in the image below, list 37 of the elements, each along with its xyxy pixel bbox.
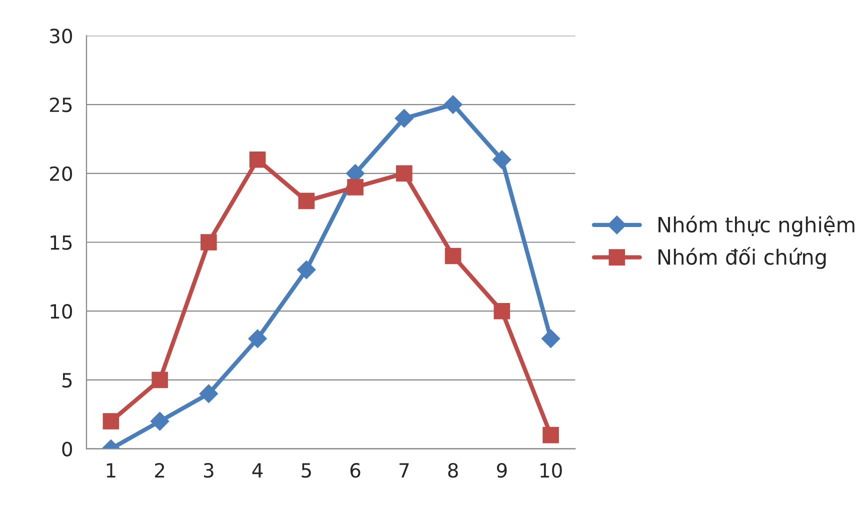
point	[298, 192, 315, 210]
point	[494, 302, 510, 320]
legend-label: Nhóm thực nghiệm	[658, 216, 854, 237]
y-tick-label: 25	[50, 98, 72, 112]
point	[492, 150, 512, 169]
x-tick-label: 10	[540, 463, 562, 478]
point	[199, 384, 218, 404]
point	[152, 372, 168, 388]
x-tick-label: 5	[302, 463, 311, 478]
x-tick-label: 7	[400, 463, 409, 478]
x-tick-label: 9	[496, 463, 507, 478]
point	[102, 413, 120, 430]
point	[248, 329, 267, 348]
y-tick-label: 0	[62, 442, 72, 456]
point	[541, 329, 560, 348]
x-tick-label: 4	[252, 463, 263, 478]
point	[200, 234, 217, 250]
y-tick-label: 5	[62, 373, 72, 388]
point	[297, 260, 316, 280]
point	[396, 165, 412, 182]
legend-label: Nhóm đối chứng	[658, 246, 826, 269]
x-tick-label: 8	[448, 463, 458, 478]
point	[347, 179, 364, 196]
point	[542, 426, 559, 444]
x-tick-label: 3	[204, 463, 214, 478]
x-tick-label: 6	[350, 463, 360, 478]
y-tick-label: 15	[50, 235, 72, 250]
point	[249, 151, 266, 168]
y-tick-label: 20	[50, 166, 72, 182]
point	[444, 95, 462, 114]
y-tick-label: 30	[50, 28, 72, 44]
x-tick-label: 1	[106, 463, 116, 478]
point	[150, 412, 170, 431]
point	[394, 108, 414, 128]
y-tick-label: 10	[50, 304, 72, 319]
x-tick-label: 2	[155, 463, 164, 478]
point	[444, 248, 462, 264]
